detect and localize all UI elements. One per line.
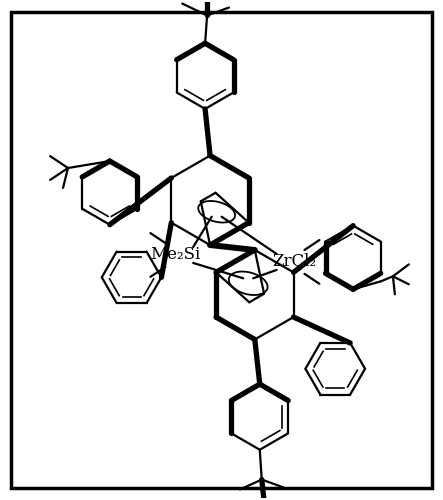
Text: ZrCl₂: ZrCl₂ — [272, 254, 317, 270]
Text: Me₂Si: Me₂Si — [150, 246, 200, 264]
